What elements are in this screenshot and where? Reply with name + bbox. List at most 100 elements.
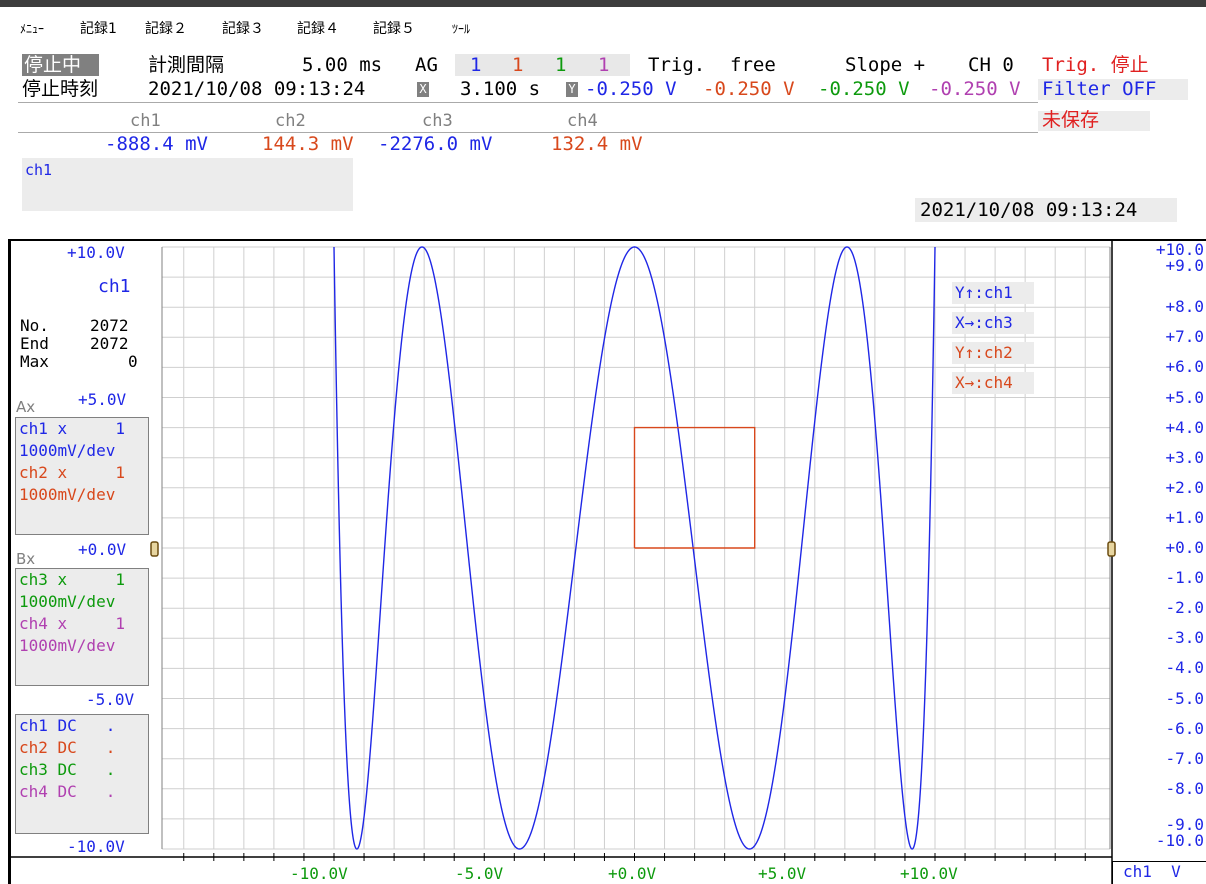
- right-axis-label: -6.0: [1165, 718, 1204, 738]
- header-divider-lower: [18, 132, 1038, 133]
- reading-ch4: 132.4 mV: [551, 133, 643, 155]
- ag-ch2: 1: [512, 54, 524, 76]
- save-state-box: [1038, 111, 1150, 131]
- right-axis-label: +9.0: [1165, 256, 1204, 275]
- menu-item-menu[interactable]: ﾒﾆｭｰ: [20, 22, 45, 36]
- menu-item-tools[interactable]: ﾂｰﾙ: [452, 22, 471, 36]
- interval-label: 計測間隔: [148, 54, 225, 76]
- legend-y-ch2: Y↑:ch2: [952, 342, 1034, 364]
- no-label: No.: [20, 316, 49, 335]
- bx-ch4-gain: ch4 x 1: [19, 614, 125, 633]
- bx-ch3-scale: 1000mV/dev: [19, 592, 116, 611]
- menu-bar: ﾒﾆｭｰ 記録1 記録２ 記録３ 記録４ 記録５ ﾂｰﾙ: [0, 7, 1206, 45]
- stop-time-label: 停止時刻: [22, 78, 99, 100]
- y-cursor-ch4: -0.250 V: [929, 78, 1021, 100]
- right-axis-label: -7.0: [1165, 748, 1204, 768]
- x-marker-icon: X: [417, 82, 429, 97]
- trig-mode: free: [730, 54, 776, 76]
- right-axis-label: +6.0: [1165, 357, 1204, 377]
- trig-state: Trig. 停止: [1042, 54, 1149, 76]
- menu-item-record2[interactable]: 記録２: [145, 21, 187, 37]
- chart-frame-top: [8, 239, 1206, 241]
- right-axis-label: -5.0: [1165, 688, 1204, 708]
- header-divider: [18, 102, 1038, 103]
- series-ch2-ch4-trace: [633, 426, 756, 549]
- channel-header-ch3: ch3: [422, 111, 453, 131]
- reading-ch1: -888.4 mV: [105, 133, 208, 155]
- y-label-top: +10.0V: [67, 243, 125, 262]
- comment-channel: ch1: [25, 161, 53, 179]
- timestamp: 2021/10/08 09:13:24: [920, 199, 1138, 221]
- comment-box[interactable]: [22, 158, 353, 211]
- window-top-border: [0, 0, 1206, 7]
- trig-label: Trig.: [648, 54, 706, 76]
- y-label-zero: +0.0V: [78, 540, 127, 559]
- save-state: 未保存: [1042, 109, 1100, 131]
- panel-channel: ch1: [98, 276, 131, 297]
- coupling-ch4: ch4 DC .: [19, 782, 116, 801]
- bx-label: Bx: [16, 550, 36, 568]
- left-zero-marker: [150, 541, 159, 557]
- right-axis-label: -9.0: [1165, 815, 1204, 834]
- reading-ch2: 144.3 mV: [262, 133, 354, 155]
- y-cursor-ch2: -0.250 V: [703, 78, 795, 100]
- legend-x-ch3: X→:ch3: [952, 312, 1034, 334]
- ax-ch2-gain: ch2 x 1: [19, 463, 125, 482]
- coupling-ch2: ch2 DC .: [19, 738, 116, 757]
- series-ch1-ch3-trace: [333, 246, 936, 850]
- ax-gain-panel[interactable]: ch1 x 1 1000mV/dev ch2 x 1 1000mV/dev: [15, 417, 149, 535]
- right-zero-marker: [1107, 541, 1116, 557]
- ax-ch1-gain: ch1 x 1: [19, 419, 125, 438]
- end-label: End: [20, 334, 49, 353]
- right-axis-label: +5.0: [1165, 387, 1204, 407]
- y-label-bottom: -10.0V: [67, 837, 125, 856]
- right-axis-label: +2.0: [1165, 477, 1204, 497]
- right-axis-label: +3.0: [1165, 447, 1204, 467]
- menu-item-record1[interactable]: 記録1: [80, 21, 117, 37]
- filter-state[interactable]: Filter OFF: [1042, 78, 1157, 100]
- coupling-panel[interactable]: ch1 DC . ch2 DC . ch3 DC . ch4 DC .: [15, 714, 149, 834]
- right-axis-label: +0.0: [1165, 538, 1204, 557]
- plot-axes: [11, 239, 1113, 884]
- y-cursor-ch3: -0.250 V: [818, 78, 910, 100]
- right-axis-label: +10.0: [1155, 240, 1204, 259]
- state-badge: 停止中: [22, 54, 100, 76]
- stop-time-value: 2021/10/08 09:13:24: [148, 78, 366, 100]
- bx-gain-panel[interactable]: ch3 x 1 1000mV/dev ch4 x 1 1000mV/dev: [15, 568, 149, 686]
- x-label-plus5: +5.0V: [758, 864, 807, 883]
- ax-label: Ax: [16, 398, 36, 416]
- right-axis-label: -3.0: [1165, 628, 1204, 648]
- max-value: 0: [128, 352, 138, 371]
- right-axis-label: +4.0: [1165, 417, 1204, 437]
- end-value: 2072: [90, 334, 129, 353]
- interval-value: 5.00 ms: [302, 54, 383, 76]
- x-label-zero: +0.0V: [608, 864, 657, 883]
- right-axis-label: -10.0: [1155, 831, 1204, 850]
- y-label-plus5: +5.0V: [78, 390, 127, 409]
- unit-box-label: ch1 V: [1123, 862, 1181, 881]
- right-axis-label: -1.0: [1165, 568, 1204, 588]
- legend-y-ch1: Y↑:ch1: [952, 282, 1034, 304]
- max-label: Max: [20, 352, 49, 371]
- channel-header-ch1: ch1: [130, 111, 161, 131]
- menu-item-record3[interactable]: 記録３: [222, 21, 264, 37]
- no-value: 2072: [90, 316, 129, 335]
- y-marker-icon: Y: [566, 82, 578, 97]
- x-label-minus10: -10.0V: [290, 864, 348, 883]
- menu-item-record4[interactable]: 記録４: [297, 21, 339, 37]
- bx-ch3-gain: ch3 x 1: [19, 570, 125, 589]
- bx-ch4-scale: 1000mV/dev: [19, 636, 116, 655]
- reading-ch3: -2276.0 mV: [378, 133, 493, 155]
- status-panel: 停止中 計測間隔 5.00 ms AG 1 1 1 1 Trig. free S…: [0, 45, 1206, 237]
- ag-label: AG: [415, 54, 438, 76]
- filter-box: [1038, 79, 1188, 100]
- ag-ch3: 1: [555, 54, 567, 76]
- ax-ch2-scale: 1000mV/dev: [19, 485, 116, 504]
- coupling-ch1: ch1 DC .: [19, 716, 116, 735]
- right-axis-label: +1.0: [1165, 507, 1204, 527]
- right-axis-label: +7.0: [1165, 327, 1204, 347]
- channel-header-ch4: ch4: [567, 111, 598, 131]
- y-label-minus5: -5.0V: [86, 690, 135, 709]
- menu-item-record5[interactable]: 記録５: [373, 21, 415, 37]
